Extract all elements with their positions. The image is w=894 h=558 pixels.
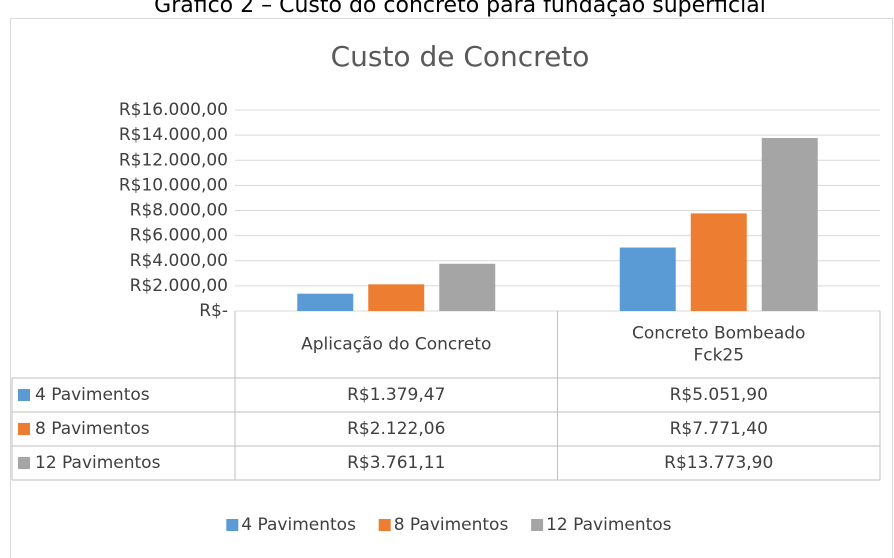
table-series-label: 4 Pavimentos <box>35 385 150 405</box>
bar <box>690 213 747 311</box>
bar <box>619 247 676 311</box>
legend-label: 4 Pavimentos <box>241 515 356 535</box>
y-tick-label: R$4.000,00 <box>130 251 228 271</box>
y-tick-label: R$- <box>199 301 228 321</box>
data-label: R$2.122,06 <box>347 419 445 439</box>
y-tick-label: R$6.000,00 <box>130 226 228 246</box>
data-label: R$3.761,11 <box>347 453 445 473</box>
table-swatch <box>18 423 30 435</box>
table-series-label: 8 Pavimentos <box>35 419 150 439</box>
legend-label: 12 Pavimentos <box>546 515 672 535</box>
bar <box>368 284 425 311</box>
table-series-label: 12 Pavimentos <box>35 453 161 473</box>
bar <box>439 263 496 311</box>
bar <box>761 137 818 311</box>
data-label: R$5.051,90 <box>670 385 768 405</box>
y-tick-label: R$12.000,00 <box>119 150 228 170</box>
legend-swatch <box>531 519 544 531</box>
data-label: R$7.771,40 <box>670 419 768 439</box>
chart-border <box>10 18 893 558</box>
legend-swatch <box>378 519 391 531</box>
y-tick-label: R$16.000,00 <box>119 100 228 120</box>
bar <box>297 293 354 311</box>
y-tick-label: R$2.000,00 <box>130 276 228 296</box>
legend-label: 8 Pavimentos <box>394 515 509 535</box>
x-tick-label: Aplicação do Concreto <box>301 335 491 355</box>
data-label: R$1.379,47 <box>347 385 445 405</box>
data-label: R$13.773,90 <box>664 453 773 473</box>
caption: Gráfico 2 – Custo do concreto para funda… <box>154 0 766 18</box>
x-tick-label: Concreto Bombeado Fck25 <box>632 324 805 366</box>
table-swatch <box>18 457 30 469</box>
chart-title: Custo de Concreto <box>331 40 590 73</box>
y-tick-label: R$14.000,00 <box>119 125 228 145</box>
legend-swatch <box>226 519 239 531</box>
table-swatch <box>18 389 30 401</box>
y-tick-label: R$10.000,00 <box>119 175 228 195</box>
y-tick-label: R$8.000,00 <box>130 201 228 221</box>
